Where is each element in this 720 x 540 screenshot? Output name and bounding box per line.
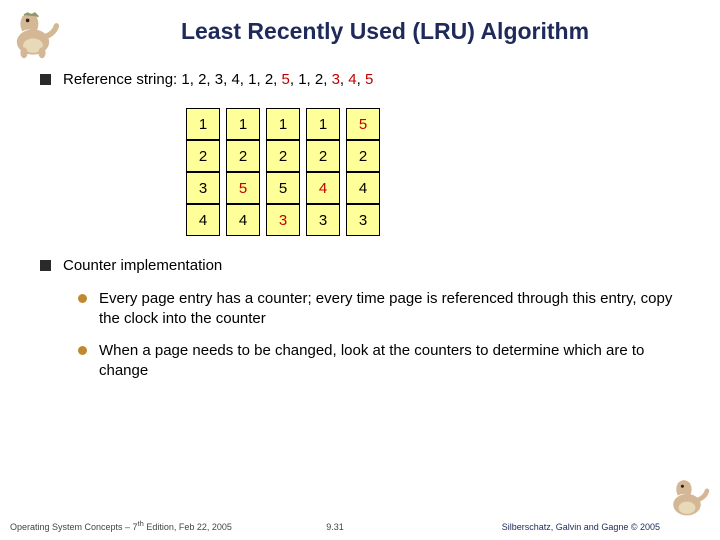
counter-impl-label: Counter implementation — [63, 256, 222, 276]
ref-string-sequence: 1, 2, 3, 4, 1, 2, 5, 1, 2, 3, 4, 5 — [181, 71, 373, 88]
footer-right: Silberschatz, Galvin and Gagne © 2005 — [502, 522, 660, 532]
sub-bullet-2: When a page needs to be changed, look at… — [40, 341, 680, 382]
dot-bullet-icon — [78, 294, 87, 303]
ref-item: 1 — [298, 71, 306, 88]
ref-item: 5 — [282, 71, 290, 88]
footer-page-number: 9.31 — [326, 522, 344, 532]
ref-item: 2 — [198, 71, 206, 88]
ref-item: 3 — [215, 71, 223, 88]
ref-item: 4 — [231, 71, 239, 88]
frame-cell: 2 — [226, 140, 260, 172]
frame-cell: 4 — [346, 172, 380, 204]
bullet-counter-impl: Counter implementation — [40, 256, 680, 276]
sub-bullet-2-text: When a page needs to be changed, look at… — [99, 341, 680, 382]
ref-string-label: Reference string: — [63, 71, 181, 88]
frames-table: 11115222223554444333 — [180, 108, 680, 236]
frame-cell: 5 — [266, 172, 300, 204]
frame-cell: 3 — [346, 204, 380, 236]
ref-item: 3 — [332, 71, 340, 88]
dot-bullet-icon — [78, 346, 87, 355]
ref-item: 5 — [365, 71, 373, 88]
frame-cell: 4 — [226, 204, 260, 236]
frame-cell: 2 — [306, 140, 340, 172]
ref-item: 2 — [265, 71, 273, 88]
page-title: Least Recently Used (LRU) Algorithm — [70, 18, 700, 45]
sub-bullet-1: Every page entry has a counter; every ti… — [40, 289, 680, 330]
bullet-reference-string: Reference string: 1, 2, 3, 4, 1, 2, 5, 1… — [40, 70, 680, 90]
frame-cell: 4 — [186, 204, 220, 236]
sub-bullet-1-text: Every page entry has a counter; every ti… — [99, 289, 680, 330]
frame-cell: 1 — [186, 108, 220, 140]
frame-cell: 1 — [306, 108, 340, 140]
frame-cell: 2 — [186, 140, 220, 172]
ref-item: 4 — [348, 71, 356, 88]
frame-cell: 2 — [266, 140, 300, 172]
frame-cell: 1 — [266, 108, 300, 140]
content-area: Reference string: 1, 2, 3, 4, 1, 2, 5, 1… — [40, 70, 680, 394]
ref-item: 1 — [181, 71, 189, 88]
footer-left: Operating System Concepts – 7th Edition,… — [10, 519, 232, 532]
frame-cell: 3 — [306, 204, 340, 236]
frame-cell: 3 — [266, 204, 300, 236]
ref-item: 2 — [315, 71, 323, 88]
frame-cell: 5 — [346, 108, 380, 140]
frame-cell: 3 — [186, 172, 220, 204]
ref-item: 1 — [248, 71, 256, 88]
frame-cell: 5 — [226, 172, 260, 204]
frame-cell: 4 — [306, 172, 340, 204]
dinosaur-icon — [664, 474, 710, 520]
dinosaur-icon — [6, 6, 60, 60]
square-bullet-icon — [40, 74, 51, 85]
frame-cell: 1 — [226, 108, 260, 140]
frame-cell: 2 — [346, 140, 380, 172]
square-bullet-icon — [40, 260, 51, 271]
footer: Operating System Concepts – 7th Edition,… — [10, 519, 660, 532]
